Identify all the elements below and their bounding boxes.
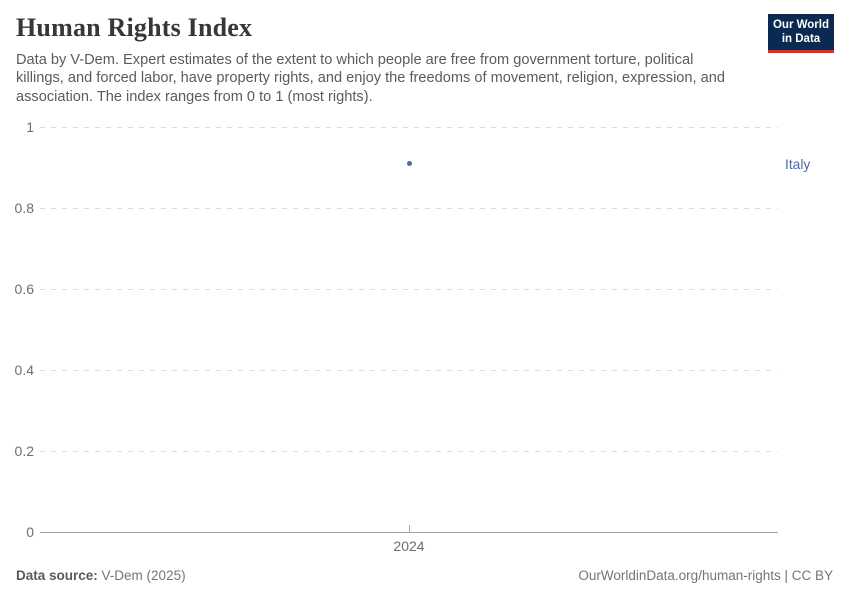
y-axis-tick-label: 1 [26,119,34,135]
owid-logo-line1: Our World [772,19,829,31]
data-source-value: V-Dem (2025) [101,568,186,583]
y-axis-tick-label: 0.6 [14,281,34,297]
gridline [40,208,778,209]
data-source-note: Data source: V-Dem (2025) [16,568,186,583]
y-axis-tick-label: 0.4 [14,362,34,378]
owid-logo: Our World in Data [768,14,834,53]
gridline [40,451,778,452]
x-axis-line [40,532,778,533]
owid-logo-red-strip [768,50,834,53]
data-point-italy[interactable] [406,160,412,166]
gridline [40,370,778,371]
data-source-label: Data source: [16,568,98,583]
chart-subtitle: Data by V-Dem. Expert estimates of the e… [16,52,726,105]
page-title: Human Rights Index [16,13,253,42]
x-axis-tick-mark [409,525,410,532]
attribution-link[interactable]: OurWorldinData.org/human-rights | CC BY [578,568,833,583]
y-axis-tick-label: 0.2 [14,443,34,459]
gridline [40,127,778,128]
owid-logo-box: Our World in Data [768,14,834,50]
entity-label-italy[interactable]: Italy [785,157,811,172]
y-axis-tick-label: 0.8 [14,200,34,216]
gridline [40,289,778,290]
y-axis-tick-label: 0 [26,524,34,540]
owid-logo-line2: in Data [781,32,821,45]
x-axis-tick-label: 2024 [393,538,425,554]
